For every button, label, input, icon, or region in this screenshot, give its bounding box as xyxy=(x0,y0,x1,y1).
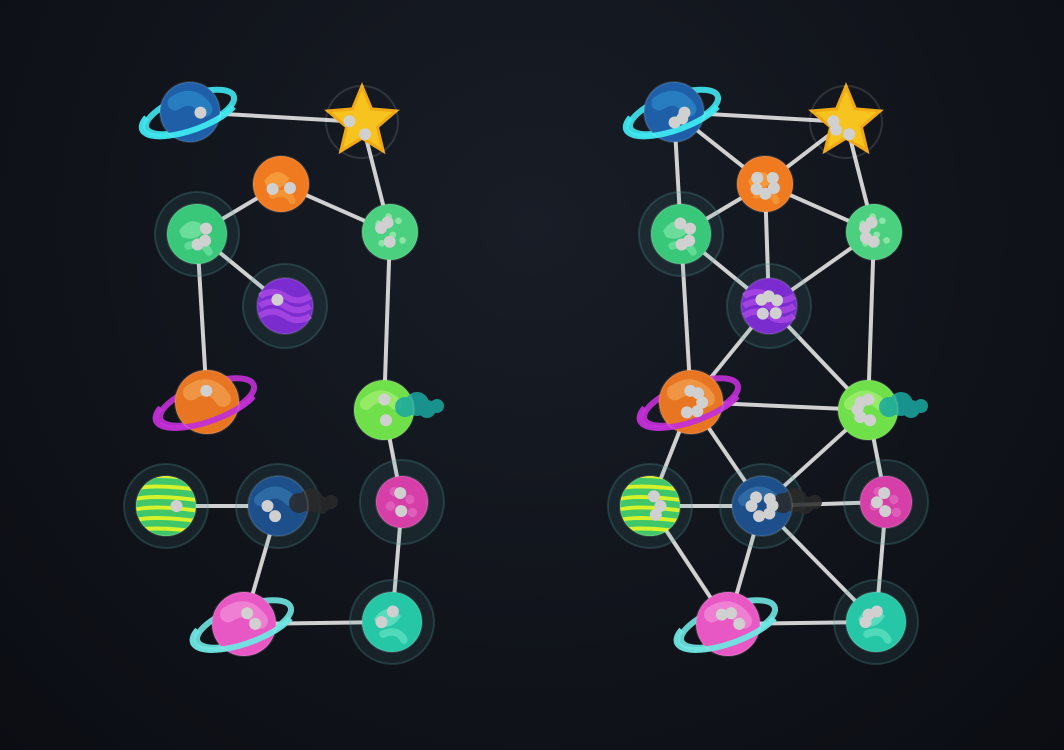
port xyxy=(864,414,876,426)
port xyxy=(676,238,688,250)
planet-saturn_blue xyxy=(625,81,724,144)
port xyxy=(879,505,891,517)
planet-lime_stripe xyxy=(124,464,208,548)
planet-saturn_orange xyxy=(154,368,259,435)
port xyxy=(871,496,883,508)
planet-purple xyxy=(243,264,327,348)
port xyxy=(269,510,281,522)
port xyxy=(725,607,737,619)
planet-saturn_blue xyxy=(141,81,240,144)
port xyxy=(843,128,855,140)
port xyxy=(343,115,355,127)
port xyxy=(746,500,758,512)
planet-pink_ring xyxy=(675,590,780,657)
port xyxy=(262,500,274,512)
port xyxy=(200,223,212,235)
port xyxy=(684,223,696,235)
port xyxy=(759,188,771,200)
port xyxy=(868,236,880,248)
port xyxy=(681,406,693,418)
edge xyxy=(384,242,389,400)
port xyxy=(171,500,183,512)
panel-left xyxy=(124,81,444,664)
port xyxy=(384,236,396,248)
edge xyxy=(868,242,873,400)
planet-magenta_tex xyxy=(844,460,928,544)
planet-purple xyxy=(727,264,811,348)
planet-orange xyxy=(253,156,309,212)
planet-magenta_tex xyxy=(360,460,444,544)
port xyxy=(249,618,261,630)
port xyxy=(378,394,390,406)
port xyxy=(755,294,767,306)
ports xyxy=(648,107,891,630)
port xyxy=(284,182,296,194)
port xyxy=(387,606,399,618)
port xyxy=(691,405,703,417)
port xyxy=(763,507,775,519)
port xyxy=(751,172,763,184)
port xyxy=(860,616,872,628)
port xyxy=(359,128,371,140)
planet-green_cloud xyxy=(838,380,928,440)
port xyxy=(871,606,883,618)
planet-blue_cloud xyxy=(236,464,338,548)
planet-green_swirl xyxy=(639,192,723,276)
planet-green_dots xyxy=(362,204,418,260)
panel-right xyxy=(608,81,928,664)
port xyxy=(267,183,279,195)
network-diagram xyxy=(0,0,1064,750)
port xyxy=(200,385,212,397)
port xyxy=(770,307,782,319)
port xyxy=(669,116,681,128)
port xyxy=(271,294,283,306)
planet-green_swirl xyxy=(155,192,239,276)
planet-pink_ring xyxy=(191,590,296,657)
port xyxy=(830,124,842,136)
port xyxy=(648,490,660,502)
planet-green_cloud xyxy=(354,380,444,440)
planet-teal_swirl xyxy=(834,580,918,664)
port xyxy=(375,222,387,234)
port xyxy=(394,487,406,499)
port xyxy=(771,294,783,306)
port xyxy=(192,238,204,250)
planet-green_dots xyxy=(846,204,902,260)
port xyxy=(194,107,206,119)
planet-teal_swirl xyxy=(350,580,434,664)
planet-saturn_orange xyxy=(638,368,743,435)
port xyxy=(376,616,388,628)
planet-lime_stripe xyxy=(608,464,692,548)
port xyxy=(395,505,407,517)
port xyxy=(733,618,745,630)
port xyxy=(650,509,662,521)
port xyxy=(753,510,765,522)
planet-orange xyxy=(737,156,793,212)
port xyxy=(241,607,253,619)
port xyxy=(380,414,392,426)
port xyxy=(757,308,769,320)
